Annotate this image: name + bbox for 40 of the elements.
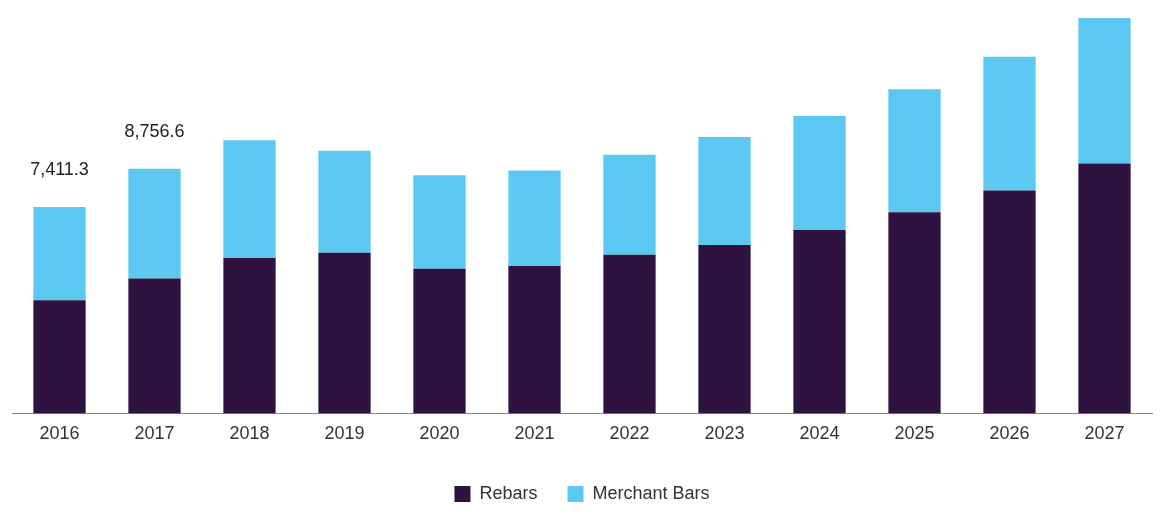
bar — [318, 252, 371, 414]
bar — [33, 300, 86, 414]
bar — [508, 170, 561, 266]
bar — [698, 244, 751, 414]
bar — [603, 154, 656, 255]
bar — [318, 150, 371, 253]
bar — [983, 190, 1036, 414]
bar — [698, 137, 751, 245]
x-tick-label: 2018 — [229, 423, 270, 444]
annotation: 7,411.3 — [30, 158, 89, 179]
bar — [983, 56, 1036, 191]
bar — [223, 258, 276, 414]
bar — [128, 168, 181, 279]
bar — [33, 207, 86, 301]
x-tick-label: 2021 — [514, 423, 555, 444]
bar — [413, 268, 466, 414]
bar — [1078, 18, 1131, 164]
bar — [888, 212, 941, 414]
x-tick-label: 2022 — [609, 423, 650, 444]
bar — [223, 140, 276, 259]
legend-label: Merchant Bars — [592, 482, 710, 503]
x-tick-label: 2020 — [419, 423, 460, 444]
x-tick-label: 2027 — [1084, 423, 1125, 444]
x-tick-label: 2024 — [799, 423, 840, 444]
annotation: 8,756.6 — [124, 120, 185, 141]
bar — [793, 116, 846, 230]
x-tick-label: 2017 — [134, 423, 175, 444]
bar — [508, 265, 561, 414]
bar — [1078, 163, 1131, 414]
bar — [413, 175, 466, 269]
x-tick-label: 2025 — [894, 423, 935, 444]
x-tick-label: 2026 — [989, 423, 1030, 444]
x-tick-label: 2023 — [704, 423, 745, 444]
bar — [128, 278, 181, 414]
bar — [603, 254, 656, 414]
x-tick-label: 2019 — [324, 423, 365, 444]
bar — [793, 229, 846, 414]
legend-label: Rebars — [479, 482, 538, 503]
x-tick-label: 2016 — [39, 423, 80, 444]
bar — [888, 89, 941, 213]
